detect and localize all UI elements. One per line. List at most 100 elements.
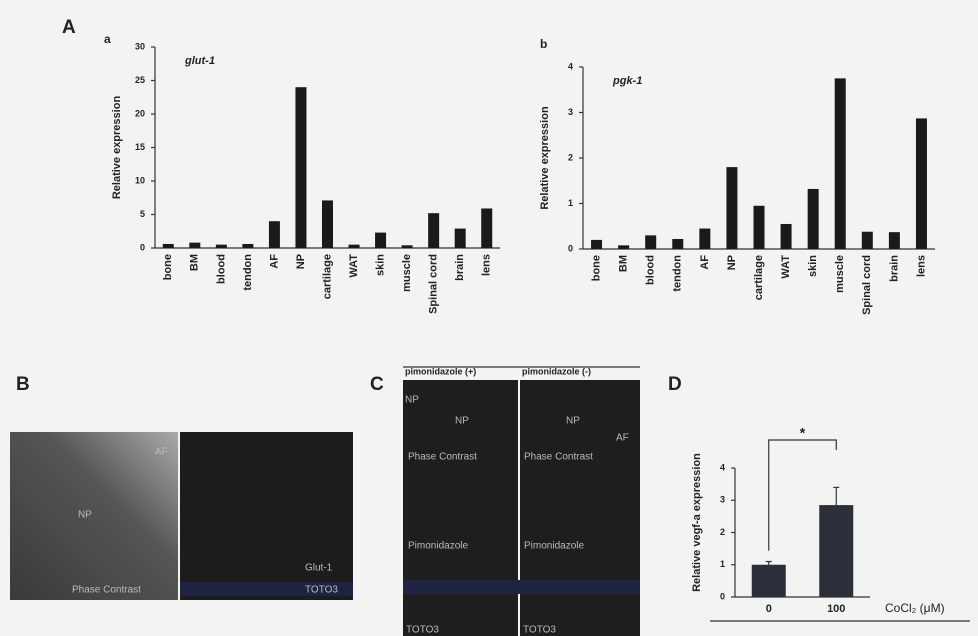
y-tick-label: 20 [135, 108, 145, 118]
micrograph-band [403, 580, 640, 594]
image-label: AF [616, 433, 629, 444]
micrograph [180, 432, 353, 600]
bar [216, 245, 227, 248]
annotation: * [800, 425, 806, 441]
image-label: Phase Contrast [524, 452, 593, 463]
x-tick-label: 100 [827, 603, 845, 615]
bar [916, 118, 927, 249]
bar [618, 245, 629, 249]
bar [862, 232, 873, 249]
chart-title: glut-1 [184, 55, 215, 67]
panel-label: B [16, 374, 30, 395]
image-label: Pimonidazole [408, 541, 468, 552]
x-tick-label: Spinal cord [428, 254, 440, 314]
bar [481, 208, 492, 248]
image-label: TOTO3 [406, 625, 439, 636]
x-tick-label: muscle [401, 254, 413, 292]
bar [699, 229, 710, 249]
y-tick-label: 25 [135, 75, 145, 85]
y-tick-label: 0 [568, 243, 573, 253]
bar [163, 244, 174, 248]
bar [781, 224, 792, 249]
y-tick-label: 4 [720, 462, 725, 472]
image-label: Glut-1 [305, 563, 333, 574]
y-axis-label: Relative expression [539, 106, 551, 210]
x-tick-label: skin [374, 254, 386, 276]
x-tick-label: cartilage [321, 254, 333, 299]
x-tick-label: bone [590, 255, 602, 281]
bar [295, 87, 306, 248]
bar [835, 78, 846, 249]
y-tick-label: 30 [135, 41, 145, 51]
bar [349, 245, 360, 248]
bar [808, 189, 819, 249]
subplot-label: a [104, 32, 111, 46]
bar [645, 235, 656, 249]
image-label: NP [405, 395, 419, 406]
x-axis-label: CoCl₂ (μM) [885, 601, 945, 615]
x-tick-label: brain [454, 254, 466, 281]
image-label: NP [455, 416, 469, 427]
column-header: pimonidazole (-) [522, 366, 591, 376]
y-tick-label: 0 [140, 242, 145, 252]
bar [455, 229, 466, 248]
y-tick-label: 5 [140, 209, 145, 219]
image-label: NP [566, 416, 580, 427]
y-tick-label: 10 [135, 175, 145, 185]
column-header: pimonidazole (+) [405, 366, 476, 376]
y-tick-label: 3 [720, 495, 725, 505]
bar [269, 221, 280, 248]
y-tick-label: 3 [568, 107, 573, 117]
x-tick-label: blood [645, 255, 657, 285]
bar [752, 565, 786, 597]
image-label: TOTO3 [305, 585, 338, 596]
x-tick-label: blood [215, 254, 227, 284]
bar [726, 167, 737, 249]
x-tick-label: tendon [672, 255, 684, 292]
y-axis-label: Relative vegf-a expression [691, 453, 703, 592]
bar [754, 206, 765, 249]
panel-label: D [668, 374, 682, 395]
bar [189, 243, 200, 248]
bar [672, 239, 683, 249]
x-tick-label: NP [726, 255, 738, 270]
x-tick-label: BM [618, 255, 630, 272]
x-tick-label: cartilage [753, 255, 765, 300]
x-tick-label: NP [295, 254, 307, 269]
bar [375, 233, 386, 248]
image-label: TOTO3 [523, 625, 556, 636]
bar [819, 505, 853, 597]
x-tick-label: 0 [766, 603, 772, 615]
y-tick-label: 1 [720, 559, 725, 569]
x-tick-label: skin [807, 255, 819, 277]
bar [242, 244, 253, 248]
y-tick-label: 0 [720, 591, 725, 601]
x-tick-label: Spinal cord [861, 255, 873, 315]
y-tick-label: 2 [720, 527, 725, 537]
panel-label: C [370, 374, 384, 395]
y-tick-label: 2 [568, 152, 573, 162]
image-label: NP [78, 510, 92, 521]
y-tick-label: 4 [568, 61, 573, 71]
x-tick-label: lens [481, 254, 493, 276]
bar [428, 213, 439, 248]
x-tick-label: AF [268, 254, 280, 269]
x-tick-label: BM [189, 254, 201, 271]
y-tick-label: 15 [135, 142, 145, 152]
x-tick-label: brain [888, 255, 900, 282]
bar [322, 200, 333, 248]
panel-label: A [62, 17, 76, 38]
bar [402, 245, 413, 248]
image-label: Pimonidazole [524, 541, 584, 552]
figure: A B C D AF NP Phase Contrast Glut-1 TOTO… [0, 0, 978, 636]
bar [591, 240, 602, 249]
x-tick-label: tendon [242, 254, 254, 291]
y-tick-label: 1 [568, 198, 573, 208]
image-label: Phase Contrast [408, 452, 477, 463]
micrograph [10, 432, 178, 600]
y-axis-label: Relative expression [111, 96, 123, 200]
x-tick-label: muscle [834, 255, 846, 293]
x-tick-label: WAT [348, 254, 360, 278]
x-tick-label: WAT [780, 255, 792, 279]
subplot-label: b [540, 37, 547, 51]
